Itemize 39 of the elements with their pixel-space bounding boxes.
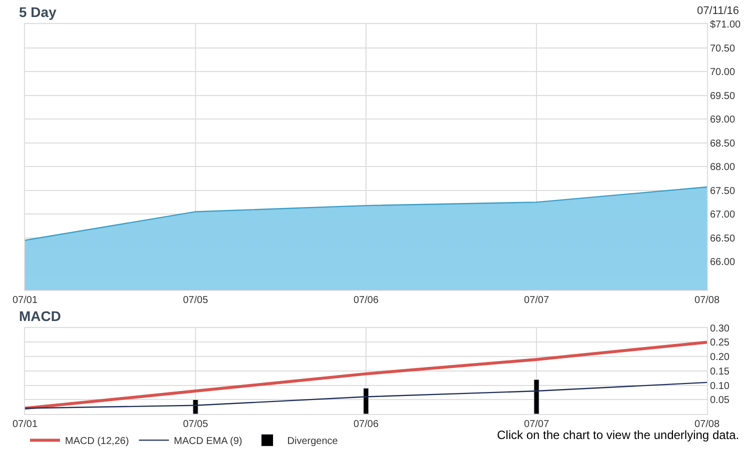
x-tick-label: 07/07: [524, 419, 550, 430]
y-tick-label: 68.00: [710, 162, 736, 174]
x-tick-label: 07/05: [182, 419, 208, 430]
y-tick-label: 0.25: [710, 338, 730, 349]
y-tick-label: 0.10: [710, 380, 730, 392]
y-tick-label: 66.50: [710, 233, 736, 244]
y-tick-label: 0.05: [710, 395, 730, 406]
y-tick-label: 0.20: [710, 352, 730, 364]
x-tick-label: 07/06: [353, 295, 379, 306]
bar: [192, 399, 198, 414]
chart-title: MACD: [19, 308, 61, 324]
y-tick-label: 67.00: [710, 210, 736, 221]
y-tick-label: $71.00: [710, 20, 742, 30]
y-tick-label: 0.30: [710, 323, 730, 334]
legend-label: MACD (12,26): [65, 436, 129, 448]
y-tick-label: 67.50: [710, 186, 736, 197]
legend-label: MACD EMA (9): [174, 436, 242, 448]
y-tick-label: 66.00: [710, 257, 736, 268]
y-tick-label: 70.00: [710, 67, 736, 78]
x-tick-label: 07/01: [12, 419, 38, 430]
legend-label: Divergence: [287, 436, 338, 448]
x-tick-label: 07/07: [524, 295, 550, 306]
y-tick-label: 69.50: [710, 90, 736, 102]
chart-title: 5 Day: [19, 4, 57, 20]
y-tick-label: 68.50: [710, 138, 736, 150]
y-tick-label: 70.50: [710, 43, 736, 54]
x-tick-label: 07/06: [353, 419, 379, 430]
x-tick-label: 07/08: [694, 295, 720, 306]
x-tick-label: 07/01: [12, 295, 38, 306]
text: Click on the chart to view the underlying data.: [497, 428, 740, 442]
y-tick-label: 0.15: [710, 366, 730, 378]
x-tick-label: 07/05: [182, 295, 208, 306]
line-series: [25, 382, 707, 409]
bar: [363, 388, 369, 414]
bar: [534, 379, 540, 414]
x-tick-label: 07/08: [694, 419, 720, 430]
line-series: [25, 340, 707, 410]
text: 07/11/16: [697, 5, 740, 17]
y-tick-label: 69.00: [710, 114, 736, 126]
